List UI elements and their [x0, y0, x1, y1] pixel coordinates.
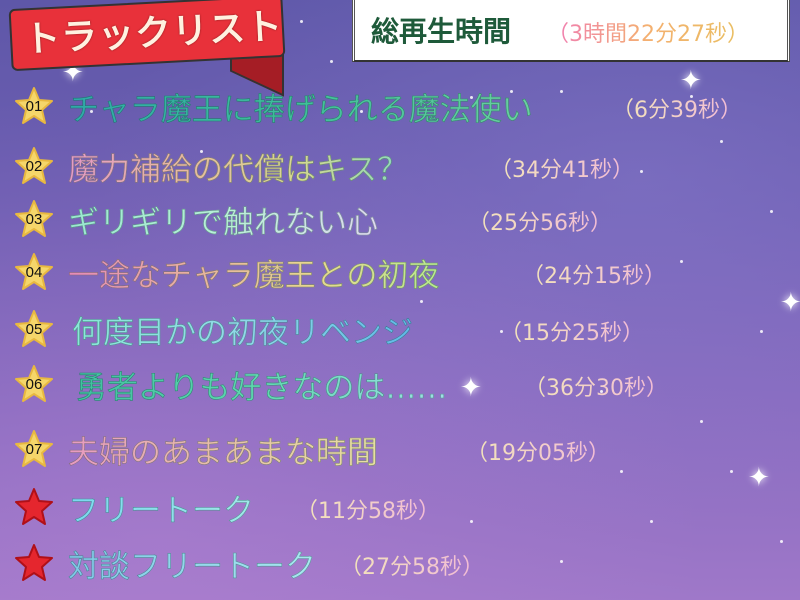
- track-number-star-icon: 05: [14, 309, 54, 349]
- star-dot: [720, 140, 723, 143]
- track-title: 魔力補給の代償はキス？: [68, 144, 409, 189]
- track-title: 一途なチャラ魔王との初夜: [68, 250, 440, 295]
- track-number: 06: [25, 376, 43, 393]
- track-number-star-icon: 06: [14, 364, 54, 404]
- red-star-icon: [14, 487, 54, 527]
- sparkle-icon: ✦: [780, 288, 800, 318]
- star-dot: [620, 470, 623, 473]
- star-dot: [560, 90, 563, 93]
- red-star-icon: [14, 543, 54, 583]
- star-dot: [420, 300, 423, 303]
- track-duration: （24分15秒）: [522, 258, 666, 290]
- star-dot: [470, 96, 473, 99]
- star-dot: [470, 520, 473, 523]
- track-row: 04 一途なチャラ魔王との初夜: [14, 250, 440, 295]
- track-title: 勇者よりも好きなのは……: [76, 362, 448, 407]
- track-row: 07 夫婦のあまあまな時間: [14, 427, 378, 471]
- track-title: 何度目かの初夜リベンジ: [72, 307, 414, 352]
- star-dot: [700, 420, 703, 423]
- track-duration: （25分56秒）: [468, 205, 612, 237]
- track-row: 05 何度目かの初夜リベンジ: [14, 307, 413, 351]
- star-dot: [330, 60, 333, 63]
- track-duration: （27分58秒）: [340, 549, 484, 581]
- track-duration: （19分05秒）: [466, 435, 610, 467]
- track-title: チャラ魔王に捧げられる魔法使い: [68, 84, 533, 129]
- track-title: ギリギリで触れない心: [68, 197, 379, 242]
- total-time-value: （3時間22分27秒）: [547, 16, 749, 48]
- star-dot: [560, 560, 563, 563]
- track-title: フリートーク: [68, 485, 255, 530]
- track-row: 01 チャラ魔王に捧げられる魔法使い: [14, 84, 533, 128]
- track-row: 02 魔力補給の代償はキス？: [14, 144, 408, 188]
- track-title: 夫婦のあまあまな時間: [68, 427, 379, 472]
- track-duration: （15分25秒）: [500, 315, 644, 347]
- star-dot: [640, 170, 643, 173]
- star-dot: [680, 260, 683, 263]
- track-row: 06 勇者よりも好きなのは……: [14, 362, 448, 407]
- track-title: 対談フリートーク: [68, 541, 317, 586]
- total-time-banner: 総再生時間 （3時間22分27秒）: [352, 0, 790, 62]
- star-dot: [780, 540, 783, 543]
- star-dot: [300, 20, 303, 23]
- star-dot: [90, 110, 93, 113]
- total-time-label: 総再生時間: [371, 15, 512, 48]
- track-number: 04: [25, 264, 43, 281]
- star-dot: [510, 90, 513, 93]
- track-number: 05: [25, 321, 43, 338]
- track-number-star-icon: 04: [14, 252, 54, 292]
- track-number-star-icon: 03: [14, 199, 54, 239]
- sparkle-icon: ✦: [680, 66, 702, 96]
- star-dot: [770, 210, 773, 213]
- star-dot: [500, 330, 503, 333]
- sparkle-icon: ✦: [460, 373, 482, 403]
- star-dot: [760, 330, 763, 333]
- track-number: 02: [25, 158, 43, 175]
- track-duration: （6分39秒）: [612, 92, 742, 124]
- track-duration: （34分41秒）: [490, 152, 634, 184]
- star-dot: [690, 95, 693, 98]
- track-number: 01: [25, 98, 43, 115]
- track-number-star-icon: 07: [14, 429, 54, 469]
- track-number-star-icon: 01: [14, 86, 54, 126]
- track-row: 03 ギリギリで触れない心: [14, 197, 378, 241]
- star-dot: [200, 150, 203, 153]
- track-number: 03: [25, 211, 43, 228]
- sparkle-icon: ✦: [748, 463, 770, 493]
- track-number: 07: [25, 441, 43, 458]
- track-number-star-icon: 02: [14, 146, 54, 186]
- track-duration: （36分30秒）: [524, 370, 668, 402]
- track-duration: （11分58秒）: [296, 493, 440, 525]
- star-dot: [650, 520, 653, 523]
- star-dot: [360, 110, 363, 113]
- star-dot: [600, 390, 603, 393]
- track-row: フリートーク: [14, 485, 254, 529]
- track-row: 対談フリートーク: [14, 541, 316, 585]
- star-dot: [730, 470, 733, 473]
